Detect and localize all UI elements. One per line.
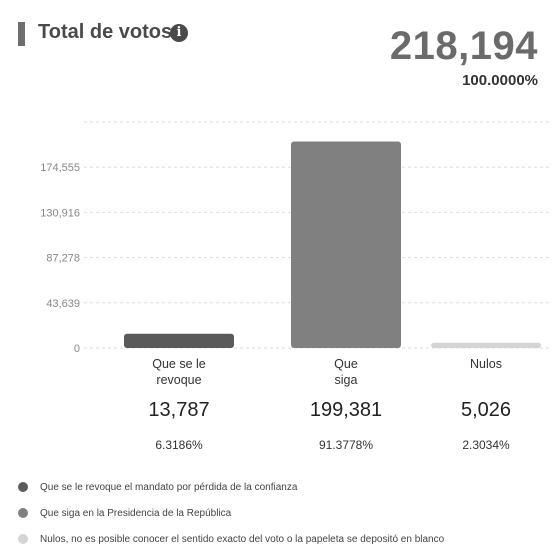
value-label: 199,381 [309,399,383,421]
percent-label: 2.3034% [462,438,510,452]
y-tick-label: 43,639 [46,298,80,310]
chart-title: Total de votos [38,21,173,43]
info-icon[interactable]: i [170,24,188,42]
legend-item: Que se le revoque el mandato por pérdida… [18,474,444,500]
legend: Que se le revoque el mandato por pérdida… [18,474,444,552]
percent-label: 91.3778% [318,438,374,452]
y-tick-label: 87,278 [46,253,80,265]
legend-label: Que se le revoque el mandato por pérdida… [40,481,298,493]
bar-3[interactable] [431,342,541,348]
bar-2[interactable] [291,141,401,348]
percent-label: 6.3186% [155,438,203,452]
total-percent: 100.0000% [462,72,538,89]
y-tick-label: 130,916 [40,207,80,219]
category-label: Que se le revoque [152,357,206,387]
bar-1[interactable] [124,333,234,348]
bar-chart: 0 43,639 87,278 130,916 174,555 [40,121,552,352]
y-tick-label: 0 [74,343,80,352]
value-label: 5,026 [460,399,512,421]
category-label: Que siga [334,357,358,387]
legend-dot-icon [18,482,28,492]
legend-dot-icon [18,508,28,518]
category-label: Nulos [470,357,502,371]
legend-dot-icon [18,534,28,544]
y-tick-label: 174,555 [40,162,80,174]
total-votes: 218,194 [389,24,538,68]
legend-label: Que siga en la Presidencia de la Repúbli… [40,507,232,519]
title-accent-bar [18,22,25,46]
legend-item: Nulos, no es posible conocer el sentido … [18,526,444,552]
legend-item: Que siga en la Presidencia de la Repúbli… [18,500,444,526]
legend-label: Nulos, no es posible conocer el sentido … [40,533,445,545]
value-label: 13,787 [148,399,210,421]
